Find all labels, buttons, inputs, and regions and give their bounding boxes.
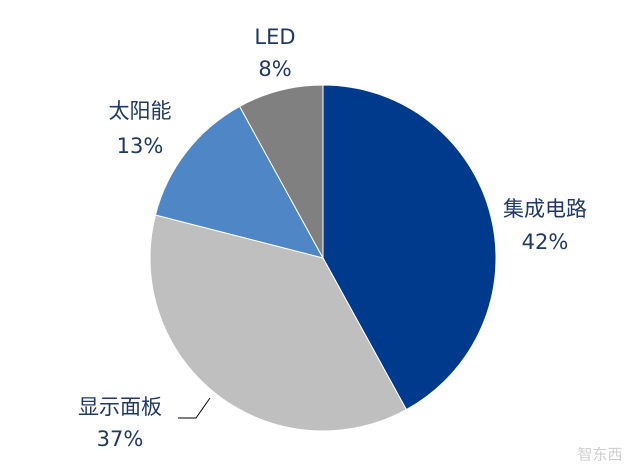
pie-slice <box>154 105 324 259</box>
pie-slice <box>322 84 497 411</box>
pie-slice <box>238 84 324 259</box>
slice-value-label: 13% <box>117 134 164 158</box>
slice-label: 集成电路 <box>503 197 587 221</box>
slice-label: 太阳能 <box>109 99 172 123</box>
leader-line <box>178 397 211 419</box>
slice-value-label: 37% <box>97 427 144 451</box>
slice-label: LED <box>254 25 295 49</box>
slice-value-label: 42% <box>522 230 569 254</box>
slice-value-label: 8% <box>258 57 291 81</box>
pie-slice <box>149 214 408 432</box>
watermark: 智东西 <box>577 446 622 464</box>
slice-label: 显示面板 <box>78 395 162 419</box>
